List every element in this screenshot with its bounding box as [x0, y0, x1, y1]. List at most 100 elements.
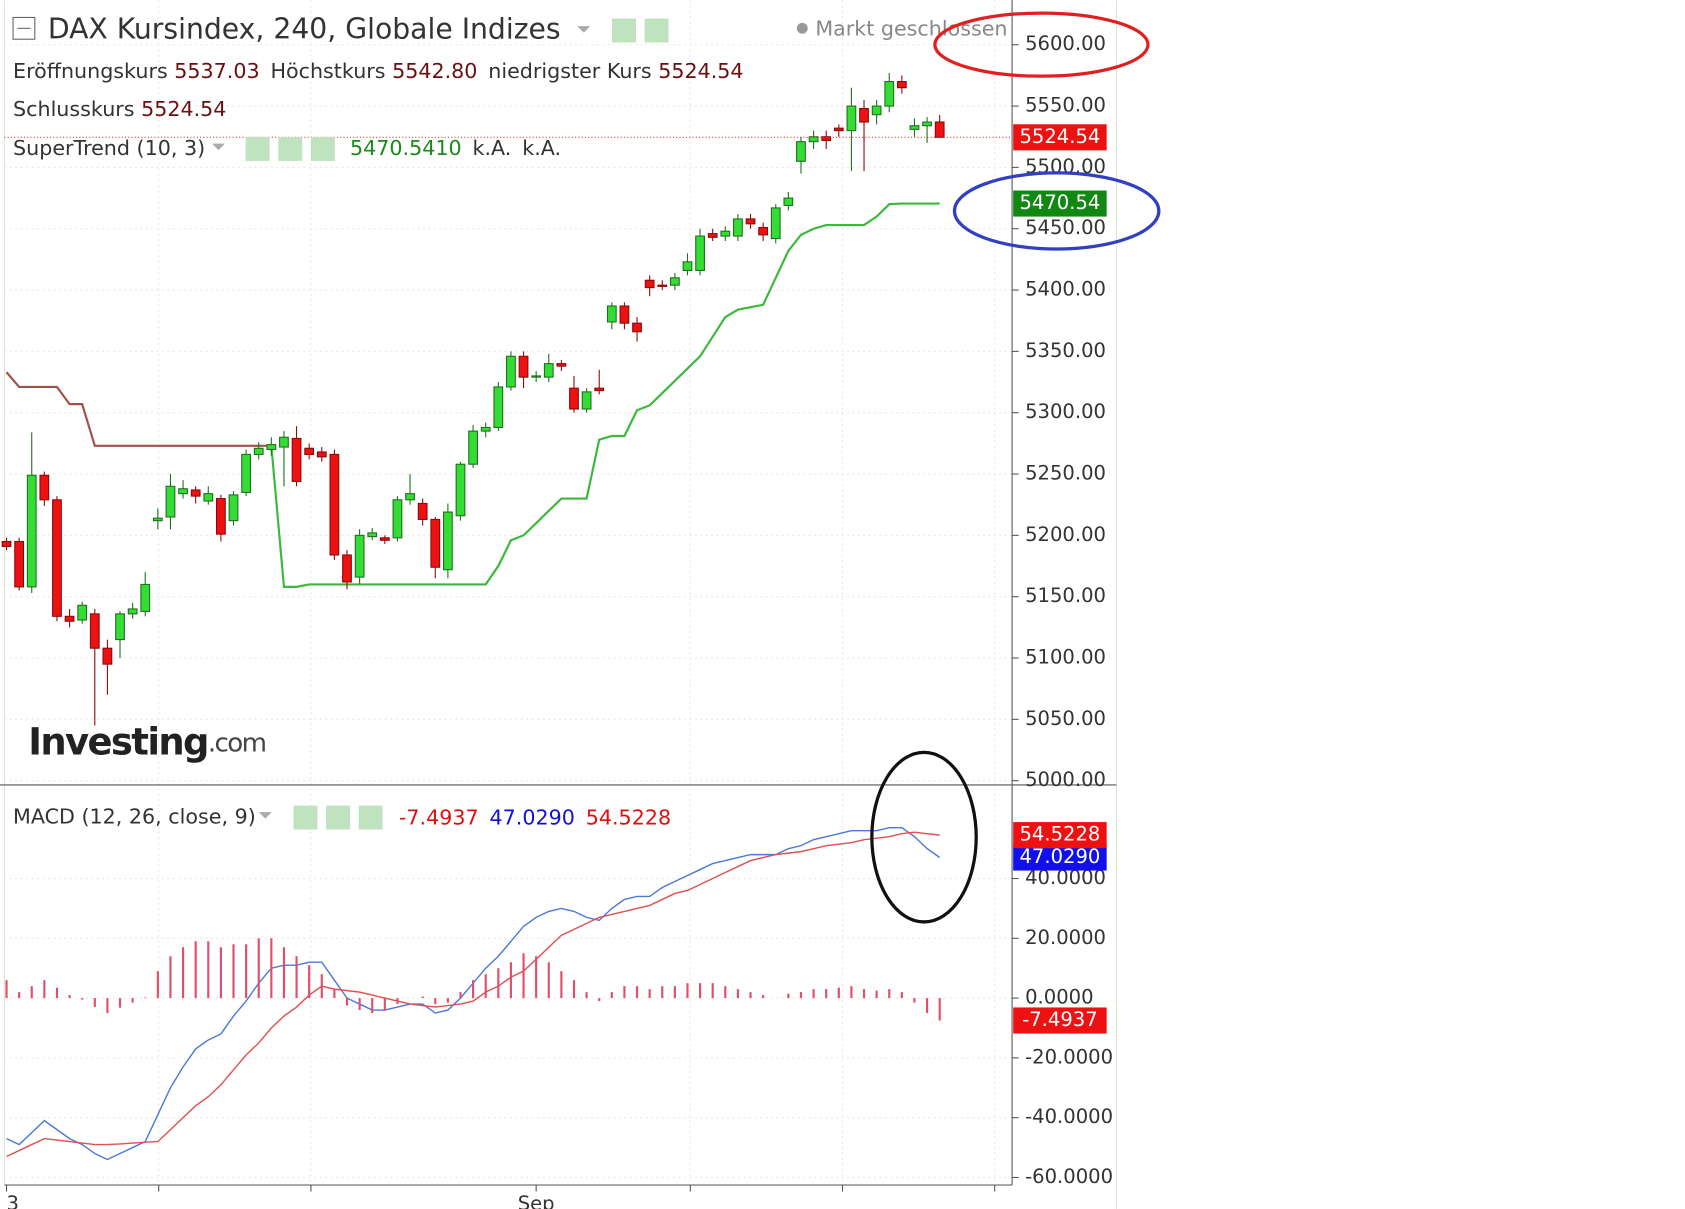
legend-label: Eröffnungskurs	[13, 59, 168, 83]
y-tick-label: -20.0000	[1025, 1045, 1113, 1068]
x-tick-label: 3	[7, 1192, 19, 1209]
candle-body	[884, 81, 895, 107]
legend-value: 5524.54	[658, 59, 743, 83]
header: DAX Kursindex, 240, Globale Indizes Mark…	[12, 13, 1008, 830]
axes: 5000.00 5050.00 5100.00 5150.00 5200.00 5250.…	[5, 32, 1113, 1209]
candle-body	[833, 127, 844, 132]
candle-body	[707, 233, 718, 238]
dropdown-arrow[interactable]	[211, 143, 226, 151]
candle-body	[455, 463, 466, 517]
price-tag-label: 5524.54	[1019, 125, 1100, 148]
annotation-ellipse	[870, 750, 978, 924]
candle-body	[543, 363, 554, 378]
candle-body	[468, 430, 478, 465]
macd-value: -7.4937	[399, 806, 479, 830]
legend-label: niedrigster Kurs	[488, 59, 651, 83]
chart-title: DAX Kursindex, 240, Globale Indizes	[48, 13, 561, 46]
candle-body	[392, 499, 403, 539]
chart-background	[0, 0, 1116, 1209]
candle-body	[859, 107, 869, 123]
y-tick-label: 0.0000	[1025, 986, 1093, 1009]
candle-body	[329, 453, 340, 556]
logo-suffix: .com	[208, 728, 266, 758]
price-tag	[1013, 124, 1107, 151]
status-dot	[796, 22, 808, 34]
candle-body	[64, 615, 75, 622]
price-tag-label: 5470.54	[1019, 191, 1100, 214]
candle-body	[127, 608, 138, 615]
candle-body	[367, 532, 378, 538]
settings-icon[interactable]	[278, 137, 303, 161]
candle-body	[808, 136, 819, 143]
y-tick-label: 5200.00	[1025, 523, 1106, 546]
settings-icon[interactable]	[326, 805, 351, 830]
candle-body	[619, 305, 630, 324]
candle-body	[304, 447, 315, 455]
candle-body	[493, 386, 504, 428]
dropdown-arrow[interactable]	[258, 812, 272, 819]
collapse-button[interactable]	[12, 16, 36, 40]
logo-brand: Investing	[28, 720, 208, 763]
visibility-icon[interactable]	[293, 805, 318, 830]
candle-body	[354, 534, 365, 578]
value-tag	[1013, 822, 1107, 849]
y-tick-label: 5350.00	[1025, 339, 1106, 362]
candle-body	[922, 121, 932, 127]
candle-body	[316, 451, 327, 458]
legend-label: Schlusskurs	[13, 97, 135, 121]
candle-body	[506, 355, 516, 388]
value-tag-label: 47.0290	[1019, 845, 1100, 868]
indicator-value: 5470.5410	[350, 136, 462, 160]
candle-body	[695, 235, 705, 271]
candle-body	[1, 540, 12, 547]
macd-value: 54.5228	[586, 806, 671, 830]
annotation-ellipse	[952, 171, 1161, 251]
legend-value: 5524.54	[141, 97, 226, 121]
visibility-icon[interactable]	[245, 137, 270, 161]
y-tick-label: 5100.00	[1025, 646, 1106, 669]
value-tag-label: 54.5228	[1019, 823, 1100, 846]
legend-label: Höchstkurs	[270, 59, 385, 83]
candle-body	[405, 493, 415, 501]
candle-body	[480, 426, 491, 432]
candle-body	[594, 387, 605, 392]
supertrend-line	[5, 371, 272, 447]
candle-body	[669, 277, 680, 286]
candle-body	[178, 488, 188, 495]
candle-body	[190, 489, 201, 497]
value-tag-label: -7.4937	[1022, 1008, 1097, 1031]
candle-body	[39, 474, 50, 501]
indicator-name: SuperTrend (10, 3)	[13, 136, 205, 160]
y-tick-label: 5600.00	[1025, 32, 1106, 55]
grid	[4, 0, 1013, 1186]
candle-body	[291, 437, 302, 482]
candle-body	[871, 105, 882, 116]
dropdown-arrow[interactable]	[577, 26, 591, 33]
supertrend-line	[270, 202, 940, 588]
settings-icon[interactable]	[644, 18, 669, 43]
remove-icon[interactable]	[310, 137, 335, 161]
candle-body	[417, 502, 428, 520]
y-tick-label: 20.0000	[1025, 926, 1106, 949]
candle-body	[102, 647, 113, 665]
candle-body	[821, 136, 832, 141]
y-tick-label: 5450.00	[1025, 216, 1106, 239]
candle-body	[115, 613, 125, 641]
candle-body	[216, 498, 226, 535]
visibility-icon[interactable]	[612, 18, 636, 43]
y-tick-label: 5250.00	[1025, 462, 1106, 485]
candle-body	[52, 499, 62, 617]
candle-body	[140, 583, 151, 612]
candle-body	[279, 436, 289, 448]
legend-value: 5542.80	[392, 59, 477, 83]
candle-body	[228, 494, 239, 522]
macd-readout: -7.4937 47.0290 54.5228	[399, 806, 671, 830]
remove-icon[interactable]	[358, 805, 383, 830]
candle-body	[896, 81, 907, 89]
candle-body	[745, 218, 756, 225]
y-tick-label: 5000.00	[1025, 768, 1106, 791]
candle-body	[783, 197, 794, 206]
ohlc-legend: Eröffnungskurs 5537.03 Höchstkurs 5542.80 ni…	[13, 59, 744, 83]
candle-body	[430, 518, 441, 568]
candle-body	[682, 261, 693, 271]
